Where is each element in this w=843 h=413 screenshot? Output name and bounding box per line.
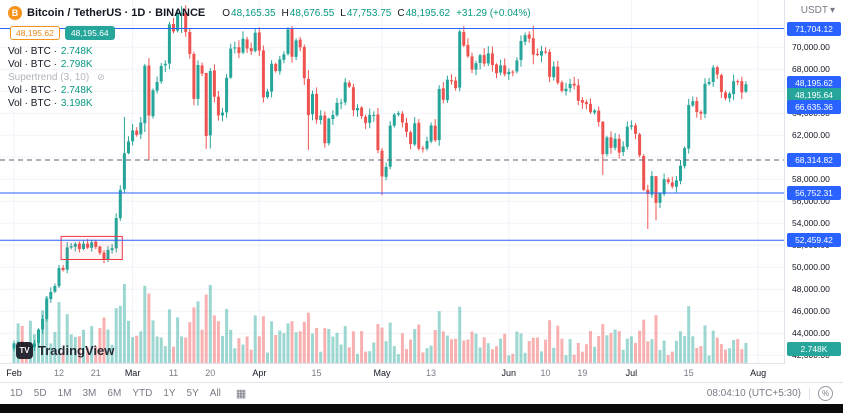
price-tag-row: 48,195.62 48,195.64 [10, 26, 531, 40]
price-axis-label: 68,000.00 [792, 64, 830, 75]
time-axis-label: Apr [252, 368, 267, 378]
indicator-row-supertrend[interactable]: Supertrend (3, 10) ⊘ [8, 72, 105, 83]
change-value: +31.29 (+0.04%) [456, 7, 531, 19]
price-axis-label: 54,000.00 [792, 218, 830, 229]
time-axis[interactable]: Feb 12 21 Mar 11 20 Apr 15 May 13 Jun 10 19 Jul 15 Aug [0, 363, 785, 382]
price-axis[interactable]: USDT ▾ 72,000.0070,000.0068,000.0066,000… [784, 0, 843, 382]
range-5d[interactable]: 5D [33, 388, 47, 399]
symbol-row: B Bitcoin / TetherUS · 1D · BINANCE O 48,… [8, 6, 531, 20]
percent-scale-icon[interactable]: % [818, 386, 833, 401]
toolbar-divider [809, 387, 810, 400]
close-value: 48,195.62 [405, 7, 451, 19]
range-1d[interactable]: 1D [10, 388, 23, 399]
low-key: L [340, 7, 346, 19]
ohlc-readout: O 48,165.35 H 48,676.55 L 47,753.75 C 48,195… [216, 8, 530, 19]
price-axis-label: 50,000.00 [792, 262, 830, 273]
currency-label: USDT [800, 5, 828, 16]
time-axis-label: Feb [6, 368, 22, 378]
bitcoin-icon: B [8, 6, 22, 20]
price-badge: 48,195.62 [787, 75, 841, 90]
range-6m[interactable]: 6M [107, 388, 122, 399]
time-axis-label: May [373, 368, 391, 378]
high-key: H [281, 7, 289, 19]
indicator-row-volume-4[interactable]: Vol · BTC · 3.198K [8, 98, 93, 109]
price-axis-label: 44,000.00 [792, 328, 830, 339]
price-badge: 66,635.36 [787, 100, 841, 115]
legend-panel: B Bitcoin / TetherUS · 1D · BINANCE O 48,… [8, 6, 531, 109]
time-axis-label: Mar [124, 368, 141, 378]
chevron-down-icon: ▾ [829, 5, 835, 16]
price-badge: 2.748K [787, 342, 841, 357]
price-badge: 48,195.64 [787, 88, 841, 103]
time-axis-label: 20 [205, 368, 216, 378]
range-1y[interactable]: 1Y [163, 388, 176, 399]
time-axis-label: 11 [168, 368, 179, 378]
indicator-row-volume-2[interactable]: Vol · BTC · 2.798K [8, 59, 93, 70]
bottom-black-bar [0, 404, 843, 413]
candlestick-chart[interactable] [0, 0, 785, 364]
price-axis-label: 56,000.00 [792, 196, 830, 207]
time-axis-label: 15 [683, 368, 694, 378]
indicator-row-volume-3[interactable]: Vol · BTC · 2.748K [8, 85, 93, 96]
time-axis-label: 13 [426, 368, 437, 378]
time-axis-label: Jul [625, 368, 638, 378]
currency-selector[interactable]: USDT ▾ [800, 5, 835, 16]
indicator-row-volume-1[interactable]: Vol · BTC · 2.748K [8, 46, 93, 57]
price-badge: 52,459.42 [787, 233, 841, 248]
price-badge: 56,752.31 [787, 185, 841, 200]
range-1m[interactable]: 1M [57, 388, 72, 399]
bottom-toolbar: 1D 5D 1M 3M 6M YTD 1Y 5Y All ▦ 08:04:10 … [0, 382, 843, 404]
high-value: 48,676.55 [289, 7, 335, 19]
price-axis-label: 48,000.00 [792, 284, 830, 295]
open-value: 48,165.35 [231, 7, 276, 19]
price-badge: 68,314.82 [787, 153, 841, 167]
price-axis-label: 70,000.00 [792, 42, 830, 53]
time-axis-label: 21 [90, 368, 101, 378]
tradingview-logo-icon: TV [16, 342, 33, 359]
range-switcher: 1D 5D 1M 3M 6M YTD 1Y 5Y All ▦ [10, 387, 246, 400]
price-axis-label: 62,000.00 [792, 130, 830, 141]
price-axis-label: 58,000.00 [792, 174, 830, 185]
range-5y[interactable]: 5Y [186, 388, 199, 399]
open-key: O [222, 7, 231, 19]
time-axis-label: 19 [577, 368, 588, 378]
time-axis-label: Jun [501, 368, 517, 378]
current-price-tag[interactable]: 48,195.64 [64, 26, 115, 40]
range-ytd[interactable]: YTD [132, 388, 153, 399]
time-axis-label: Aug [750, 368, 767, 378]
clock-timezone[interactable]: 08:04:10 (UTC+5:30) [706, 388, 801, 399]
time-axis-label: 12 [53, 368, 64, 378]
calendar-icon[interactable]: ▦ [235, 388, 247, 400]
tradingview-wordmark: TradingView [38, 343, 115, 358]
tradingview-watermark[interactable]: TV TradingView [16, 342, 114, 359]
chart-region: USDT ▾ 72,000.0070,000.0068,000.0066,000… [0, 0, 843, 382]
symbol-title[interactable]: Bitcoin / TetherUS · 1D · BINANCE [27, 7, 206, 19]
eye-off-icon[interactable]: ⊘ [97, 72, 105, 82]
range-all[interactable]: All [209, 388, 221, 399]
toolbar-right: 08:04:10 (UTC+5:30) % [707, 386, 833, 401]
alert-price-tag[interactable]: 48,195.62 [10, 26, 60, 40]
low-value: 47,753.75 [346, 7, 392, 19]
time-axis-label: 15 [311, 368, 322, 378]
price-badge: 71,704.12 [787, 21, 841, 36]
time-axis-label: 10 [540, 368, 551, 378]
indicator-legend: Vol · BTC · 2.748K Vol · BTC · 2.798K Supe… [8, 46, 531, 109]
close-key: C [397, 7, 405, 19]
price-axis-label: 46,000.00 [792, 306, 830, 317]
range-3m[interactable]: 3M [82, 388, 97, 399]
